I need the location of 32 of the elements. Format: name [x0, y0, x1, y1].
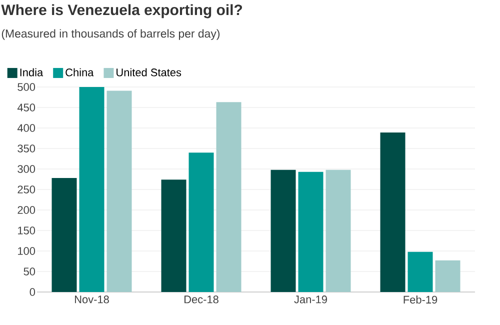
- legend-label: United States: [116, 68, 182, 76]
- y-tick-label: 150: [18, 226, 36, 234]
- y-tick-label: 300: [18, 165, 36, 173]
- y-tick-label: 350: [18, 144, 36, 152]
- bar: [106, 90, 132, 292]
- bar: [408, 252, 433, 292]
- bar: [380, 132, 406, 292]
- chart-subtitle: (Measured in thousands of barrels per day): [2, 29, 220, 40]
- bar: [216, 102, 242, 292]
- y-tick-label: 400: [17, 124, 36, 132]
- bar: [270, 170, 296, 292]
- y-tick-label: 100: [18, 247, 36, 255]
- chart-title: Where is Venezuela exporting oil?: [1, 4, 242, 18]
- y-tick-label: 200: [18, 206, 36, 214]
- bar: [326, 170, 351, 292]
- legend-label: India: [20, 68, 44, 76]
- y-tick-label: 250: [18, 186, 36, 194]
- legend-label: China: [66, 68, 94, 76]
- bar: [188, 152, 214, 292]
- y-tick-label: 450: [17, 104, 36, 112]
- x-tick-label: Nov-18: [75, 296, 109, 304]
- bar: [161, 180, 186, 292]
- x-tick-label: Jan-19: [294, 296, 327, 304]
- y-tick-label: 0: [30, 288, 36, 296]
- y-tick-label: 500: [18, 83, 36, 91]
- x-tick-label: Dec-18: [184, 296, 218, 304]
- bar: [435, 260, 460, 292]
- bar: [298, 172, 324, 292]
- bar: [52, 178, 77, 292]
- bar: [79, 87, 104, 292]
- x-tick-label: Feb-19: [404, 296, 438, 304]
- y-tick-label: 50: [24, 268, 36, 276]
